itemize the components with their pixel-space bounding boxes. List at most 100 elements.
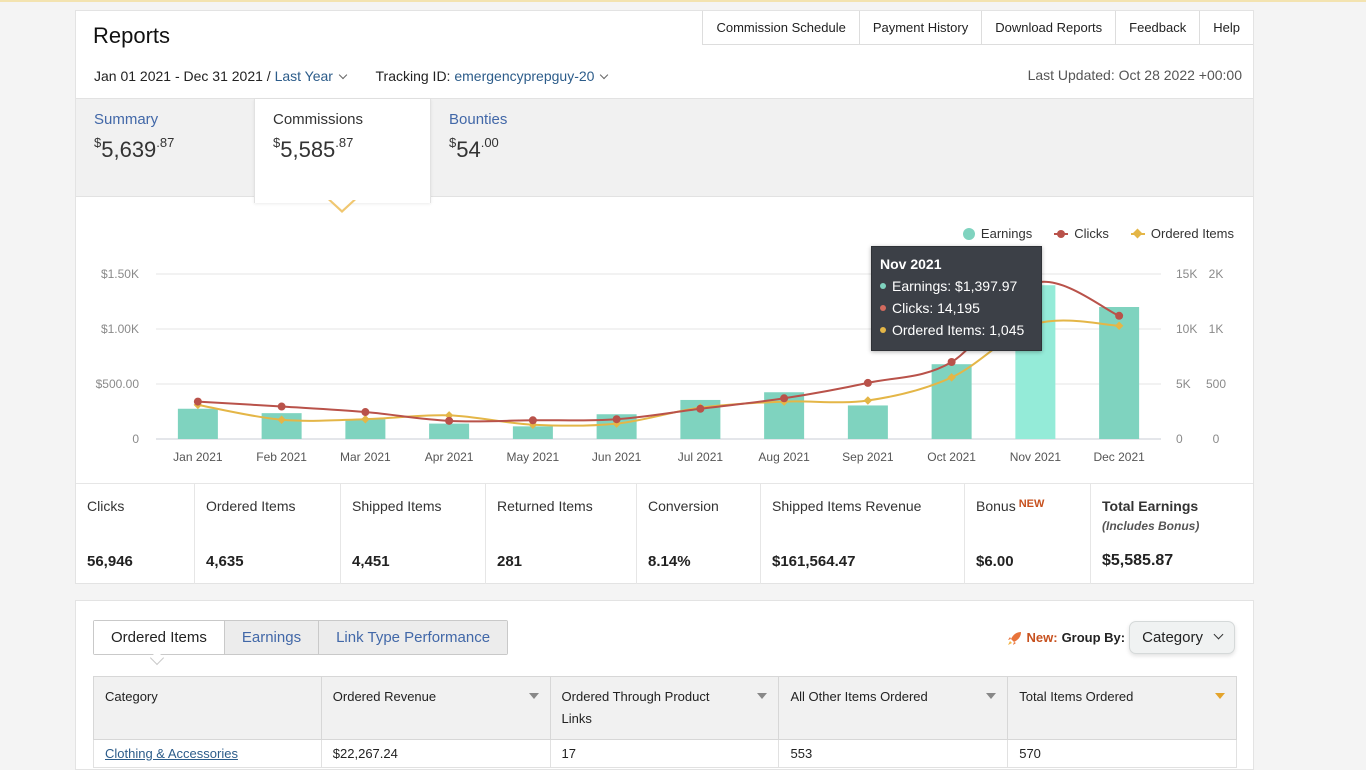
y-tick-left: $1.50K xyxy=(101,267,139,281)
group-by-select[interactable]: Category xyxy=(1129,621,1235,654)
sort-arrow-icon[interactable] xyxy=(757,693,768,699)
stat-label: Conversion xyxy=(648,498,719,514)
point-clicks xyxy=(863,378,872,387)
legend-ordered-items[interactable]: Ordered Items xyxy=(1130,226,1234,241)
stat-label: Shipped Items xyxy=(352,498,442,514)
point-clicks xyxy=(528,416,537,425)
tab-earnings[interactable]: Earnings xyxy=(224,621,320,654)
stat-value: 281 xyxy=(497,553,523,570)
earnings-dot-icon xyxy=(962,227,975,240)
y-tick-right2: 2K xyxy=(1209,267,1224,281)
legend-earnings[interactable]: Earnings xyxy=(962,226,1032,241)
commissions-amount: $5,585.87 xyxy=(273,135,354,162)
x-tick-label: May 2021 xyxy=(507,450,560,464)
page-title: Reports xyxy=(93,23,171,48)
sort-arrow-icon[interactable] xyxy=(1215,693,1225,699)
filter-row: Jan 01 2021 - Dec 31 2021 / Last Year Tr… xyxy=(94,68,609,84)
ordered-line-icon xyxy=(1130,228,1145,238)
stat-value: 56,946 xyxy=(87,553,133,570)
stat-value: $6.00 xyxy=(976,553,1014,570)
bar-earnings xyxy=(512,426,553,439)
category-link[interactable]: Clothing & Accessories xyxy=(105,746,238,761)
y-tick-left: $1.00K xyxy=(101,322,139,336)
column-header-other-items[interactable]: All Other Items Ordered xyxy=(778,676,1009,740)
new-badge: NEW xyxy=(1018,498,1045,510)
y-tick-right2: 0 xyxy=(1213,432,1220,446)
point-clicks xyxy=(612,415,621,424)
table-cell: Clothing & Accessories xyxy=(93,739,322,768)
tracking-id: emergencyprepguy-20 xyxy=(454,68,595,84)
y-tick-right1: 0 xyxy=(1176,432,1183,446)
stat-conversion: Conversion 8.14% xyxy=(637,484,761,584)
tab-bounties[interactable]: Bounties $54.00 xyxy=(431,99,609,198)
help-link[interactable]: Help xyxy=(1213,20,1240,35)
date-range: Jan 01 2021 - Dec 31 2021 / xyxy=(94,68,271,84)
point-clicks xyxy=(277,402,286,411)
stat-value: 4,451 xyxy=(352,553,390,570)
y-tick-left: $500.00 xyxy=(96,377,140,391)
y-tick-right2: 500 xyxy=(1206,377,1226,391)
commission-schedule-link[interactable]: Commission Schedule xyxy=(703,11,860,44)
tracking-label: Tracking ID: xyxy=(375,68,451,84)
tab-summary[interactable]: Summary $5,639.87 xyxy=(76,99,254,198)
table-cell: 553 xyxy=(778,739,1009,768)
x-tick-label: Mar 2021 xyxy=(340,450,391,464)
period-label: Last Year xyxy=(274,68,333,84)
y-tick-right1: 10K xyxy=(1176,322,1197,336)
bar-earnings xyxy=(345,419,386,439)
x-tick-label: Feb 2021 xyxy=(256,450,307,464)
tab-bounties-label: Bounties xyxy=(449,111,508,128)
feedback-link[interactable]: Feedback xyxy=(1116,11,1201,44)
sort-arrow-icon[interactable] xyxy=(528,693,539,699)
period-dropdown[interactable]: Last Year xyxy=(274,68,348,84)
x-tick-label: Oct 2021 xyxy=(927,450,976,464)
column-header-ordered-through-links[interactable]: Ordered Through Product Links xyxy=(549,676,780,740)
stat-ordered-items: Ordered Items 4,635 xyxy=(195,484,341,584)
stat-returned-items: Returned Items 281 xyxy=(486,484,637,584)
point-ordered-items xyxy=(863,396,873,405)
stat-label: Ordered Items xyxy=(206,498,296,514)
clicks-line-icon xyxy=(1054,229,1069,238)
sort-arrow-icon[interactable] xyxy=(986,693,997,699)
stat-label: Total Earnings xyxy=(1102,498,1199,514)
chevron-down-icon xyxy=(1213,629,1224,640)
tracking-id-dropdown[interactable]: emergencyprepguy-20 xyxy=(454,68,609,84)
stat-label: Returned Items xyxy=(497,498,593,514)
column-header-total-items[interactable]: Total Items Ordered xyxy=(1007,676,1237,740)
x-tick-label: Jan 2021 xyxy=(173,450,223,464)
stats-row: Clicks 56,946 Ordered Items 4,635 Shipped … xyxy=(76,483,1253,584)
chart-legend: Earnings Clicks Ordered Items xyxy=(962,226,1234,241)
tab-link-type-performance[interactable]: Link Type Performance xyxy=(319,621,508,654)
tab-summary-label: Summary xyxy=(94,111,159,128)
tab-ordered-items[interactable]: Ordered Items xyxy=(94,621,225,654)
point-ordered-items xyxy=(947,373,956,382)
breakdown-tabs: Ordered Items Earnings Link Type Perform… xyxy=(93,620,509,655)
point-ordered-items xyxy=(277,415,286,424)
point-clicks xyxy=(361,408,370,417)
x-tick-label: Jun 2021 xyxy=(592,450,642,464)
tooltip-title: Nov 2021 xyxy=(880,256,942,272)
column-header-ordered-revenue[interactable]: Ordered Revenue xyxy=(320,676,551,740)
ordered-items-table: Category Ordered Revenue Ordered Through… xyxy=(93,676,1237,768)
stat-label: Clicks xyxy=(87,498,125,514)
rocket-icon xyxy=(1007,631,1021,645)
column-header-category[interactable]: Category xyxy=(93,676,322,740)
group-by-value: Category xyxy=(1142,629,1203,646)
bar-earnings xyxy=(429,423,470,439)
payment-history-link[interactable]: Payment History xyxy=(860,11,983,44)
combo-chart[interactable]: 0 $500.00 $1.00K $1.50K 0 5K 10K 15K 0 500 1K 2K Jan… xyxy=(76,199,1253,484)
top-links: Commission Schedule Payment History Down… xyxy=(702,11,1253,45)
stat-value: 8.14% xyxy=(648,553,691,570)
point-clicks xyxy=(780,394,789,403)
tab-commissions[interactable]: Commissions $5,585.87 xyxy=(254,99,431,203)
point-clicks xyxy=(696,404,705,413)
table-cell: 17 xyxy=(549,739,780,768)
table-row: Clothing & Accessories $22,267.24 17 553… xyxy=(93,739,1237,768)
chart-tooltip: Nov 2021 Earnings: $1,397.97 Clicks: 14,… xyxy=(871,246,1042,351)
bar-earnings xyxy=(847,405,888,439)
stat-sublabel: (Includes Bonus) xyxy=(1102,519,1200,533)
stat-value: $5,585.87 xyxy=(1102,552,1174,569)
download-reports-link[interactable]: Download Reports xyxy=(982,11,1117,44)
legend-clicks[interactable]: Clicks xyxy=(1054,226,1109,241)
chevron-down-icon xyxy=(600,70,609,80)
